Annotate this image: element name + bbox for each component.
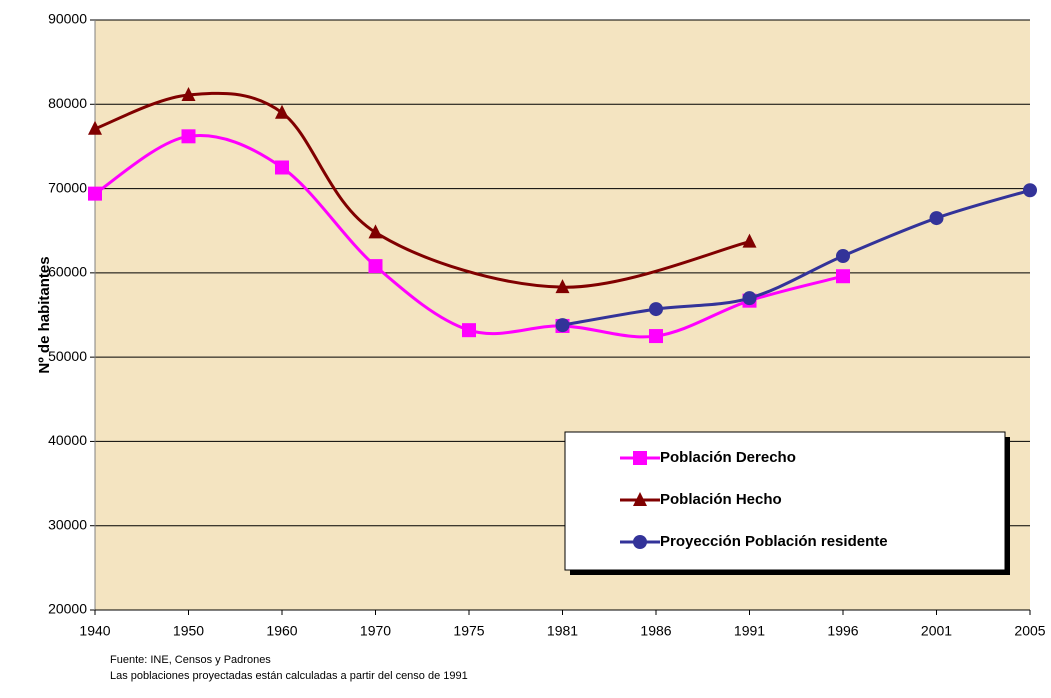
note: Fuente: INE, Censos y Padrones [110,654,271,666]
marker [929,211,944,226]
marker [555,318,570,333]
marker [275,104,289,119]
marker [88,120,102,135]
y-tick-label: 50000 [48,348,87,364]
y-tick-label: 60000 [48,264,87,280]
marker [742,291,757,306]
y-tick-label: 30000 [48,516,87,532]
x-tick-label: 1991 [734,623,765,639]
legend-label: Población Derecho [660,449,796,466]
x-tick-label: 1940 [79,623,110,639]
marker [633,451,647,465]
note: Las poblaciones proyectadas están calcul… [110,670,468,682]
series-line [94,134,844,339]
x-tick-label: 1960 [266,623,297,639]
x-tick-label: 1950 [173,623,204,639]
x-tick-label: 1970 [360,623,391,639]
x-tick-label: 2005 [1014,623,1045,639]
marker [275,160,289,175]
marker [181,87,196,102]
marker [742,233,757,248]
y-axis-label: Nº de habitantes [36,256,53,373]
marker [836,249,850,263]
marker [368,259,383,274]
marker [836,269,850,284]
y-tick-label: 40000 [48,432,87,448]
y-tick-label: 70000 [48,179,87,195]
y-tick-label: 20000 [48,601,87,617]
marker [462,323,476,338]
marker [555,279,570,294]
marker [88,186,102,201]
marker [649,329,663,344]
x-tick-label: 1996 [827,623,858,639]
y-tick-label: 90000 [48,11,87,27]
legend-label: Población Hecho [660,491,782,508]
marker [649,302,663,317]
marker [633,492,647,506]
x-tick-label: 1986 [640,623,671,639]
marker [368,224,383,239]
legend-label: Proyección Población residente [660,533,888,550]
marker [181,129,196,144]
x-tick-label: 2001 [921,623,952,639]
marker [633,535,647,549]
x-tick-label: 1981 [547,623,578,639]
x-tick-label: 1975 [453,623,484,639]
marker [1023,183,1037,198]
y-tick-label: 80000 [48,95,87,111]
